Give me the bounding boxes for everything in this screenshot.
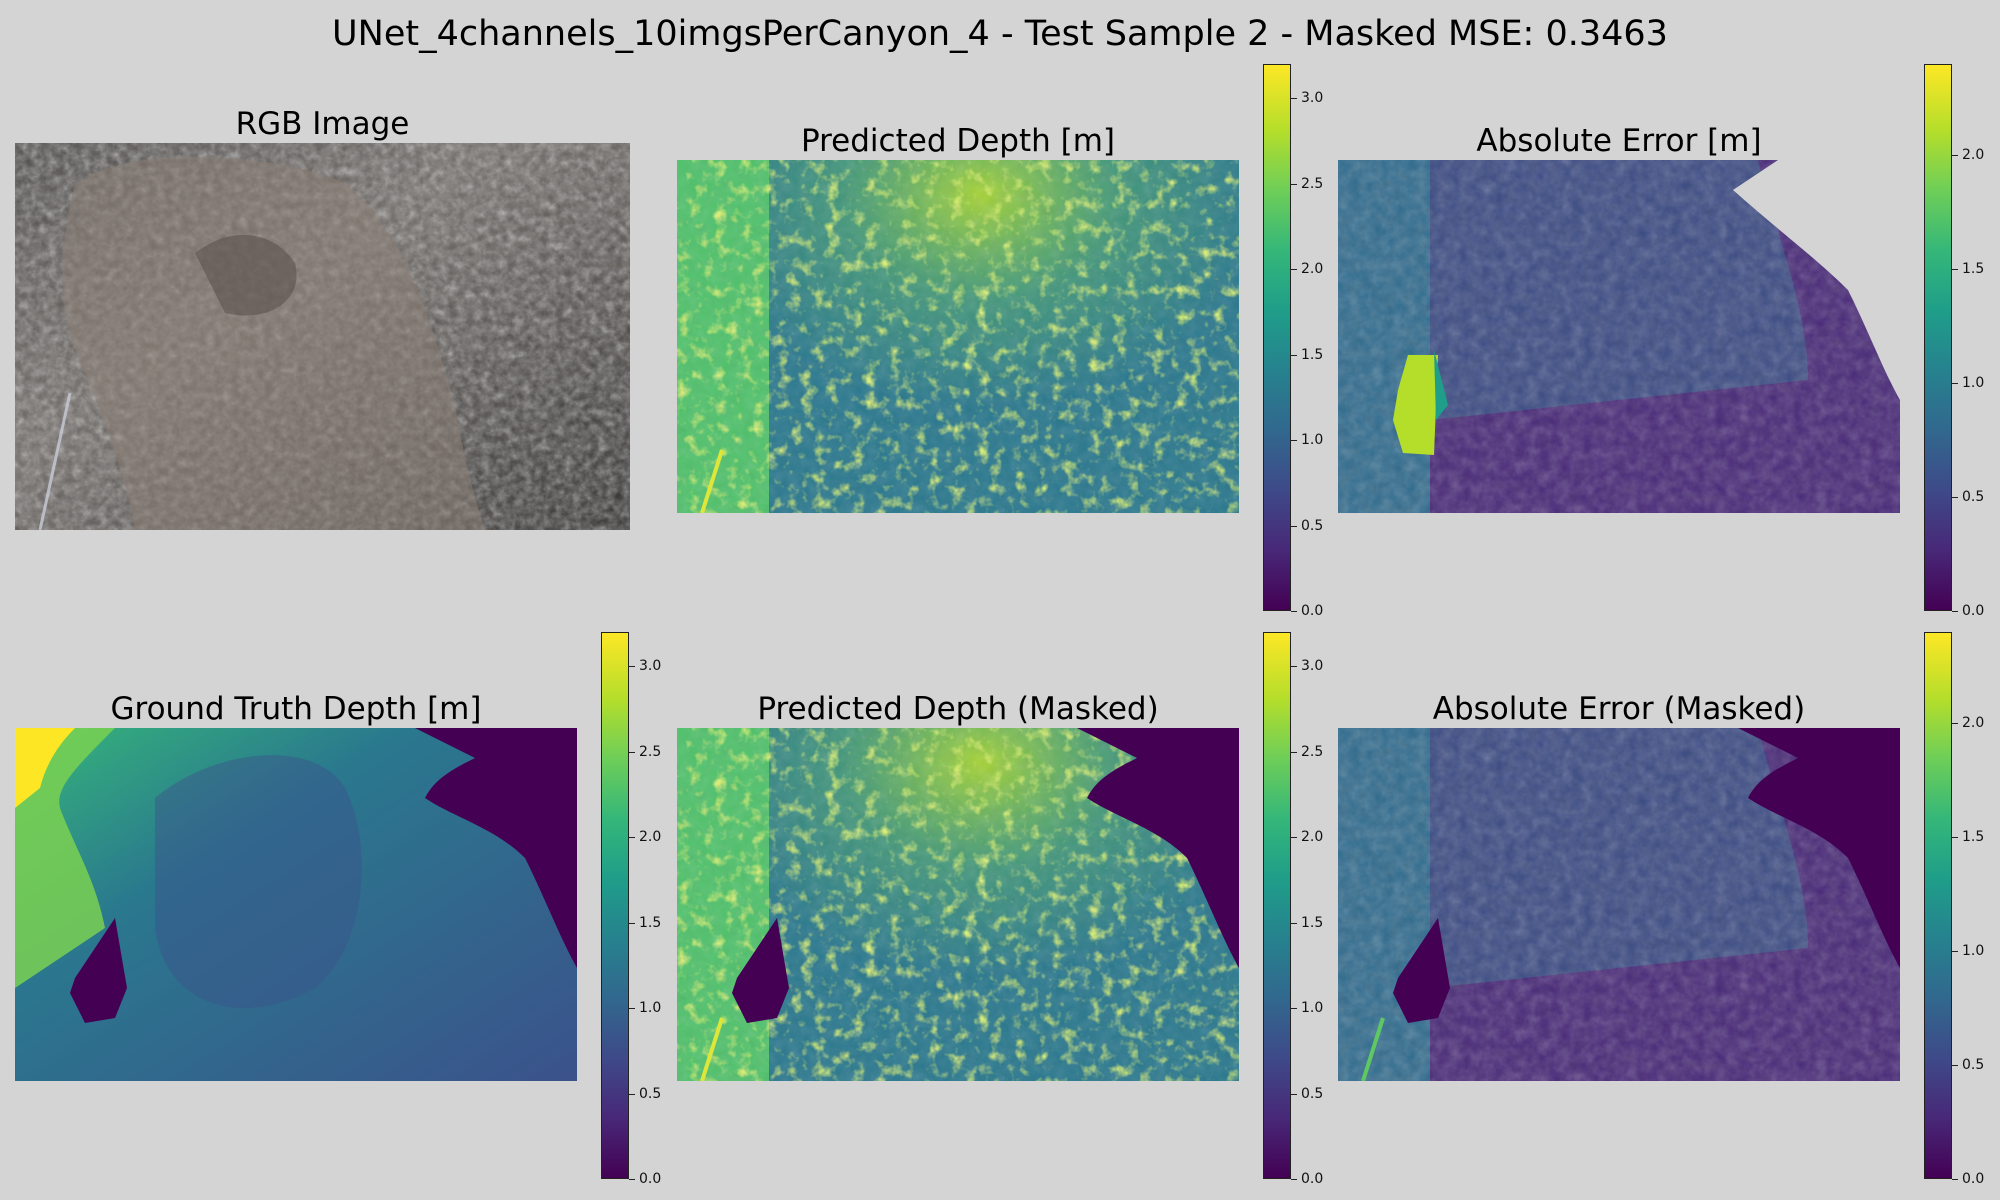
colorbar-tick-label: 0.0 [1962,1171,1985,1187]
rgb-image-panel [15,143,630,530]
colorbar-tick-label: 1.5 [1301,347,1324,363]
absolute-error-masked-colorbar [1924,632,1952,1179]
colorbar-tick-mark [1291,526,1297,527]
colorbar-tick-label: 0.5 [1301,518,1324,534]
colorbar-tick-mark [1952,1065,1958,1066]
colorbar-tick-label: 1.5 [1962,829,1985,845]
colorbar-tick-label: 1.0 [1962,943,1985,959]
colorbar-tick-label: 1.5 [639,915,662,931]
absolute-error-masked-title: Absolute Error (Masked) [1432,691,1806,727]
colorbar-tick-label: 2.0 [639,829,662,845]
colorbar-tick-label: 1.0 [1962,375,1985,391]
predicted-depth-title: Predicted Depth [m] [800,123,1116,159]
colorbar-tick-mark [1291,752,1297,753]
colorbar-tick-label: 2.0 [1962,147,1985,163]
colorbar-tick-label: 1.0 [639,1000,662,1016]
colorbar-tick-mark [629,1094,635,1095]
colorbar-tick-mark [1291,440,1297,441]
colorbar-tick-mark [1291,355,1297,356]
colorbar-tick-mark [629,752,635,753]
colorbar-tick-label: 0.5 [639,1086,662,1102]
colorbar-tick-mark [1952,1179,1958,1180]
colorbar-tick-label: 2.5 [1301,744,1324,760]
colorbar-tick-label: 0.5 [1962,1057,1985,1073]
absolute-error-title: Absolute Error [m] [1476,123,1762,159]
colorbar-tick-label: 1.0 [1301,1000,1324,1016]
colorbar-tick-label: 0.0 [1301,1171,1324,1187]
colorbar-tick-mark [629,837,635,838]
predicted-depth-heatmap [677,160,1239,513]
colorbar-tick-label: 3.0 [1301,658,1324,674]
colorbar-tick-mark [1291,184,1297,185]
absolute-error-heatmap [1338,160,1900,513]
predicted-depth-masked-title: Predicted Depth (Masked) [757,691,1159,727]
colorbar-tick-mark [1291,98,1297,99]
colorbar-tick-label: 3.0 [639,658,662,674]
colorbar-tick-label: 0.0 [1962,603,1985,619]
colorbar-tick-mark [629,1008,635,1009]
colorbar-tick-mark [1952,497,1958,498]
colorbar-tick-label: 0.5 [1301,1086,1324,1102]
absolute-error-masked-heatmap [1338,728,1900,1081]
colorbar-tick-mark [629,666,635,667]
colorbar-tick-mark [629,1179,635,1180]
colorbar-tick-label: 1.0 [1301,432,1324,448]
colorbar-tick-label: 1.5 [1962,261,1985,277]
colorbar-tick-mark [1291,1008,1297,1009]
colorbar-tick-mark [1291,1179,1297,1180]
colorbar-tick-mark [1291,923,1297,924]
colorbar-tick-mark [1291,611,1297,612]
colorbar-tick-label: 0.0 [639,1171,662,1187]
colorbar-tick-label: 2.0 [1301,829,1324,845]
ground-truth-heatmap [15,728,577,1081]
colorbar-tick-mark [1952,155,1958,156]
colorbar-tick-mark [1291,837,1297,838]
ground-truth-title: Ground Truth Depth [m] [110,691,482,727]
colorbar-tick-mark [1952,269,1958,270]
colorbar-tick-mark [629,923,635,924]
colorbar-tick-label: 3.0 [1301,90,1324,106]
colorbar-tick-mark [1952,837,1958,838]
colorbar-tick-mark [1291,666,1297,667]
colorbar-tick-mark [1952,723,1958,724]
colorbar-tick-label: 0.0 [1301,603,1324,619]
rgb-image-title: RGB Image [235,106,410,142]
colorbar-tick-mark [1291,269,1297,270]
figure-title: UNet_4channels_10imgsPerCanyon_4 - Test … [332,14,1668,54]
predicted-depth-masked-colorbar [1263,632,1291,1179]
colorbar-tick-label: 2.5 [1301,176,1324,192]
predicted-depth-colorbar [1263,64,1291,611]
colorbar-tick-label: 1.5 [1301,915,1324,931]
ground-truth-colorbar [601,632,629,1179]
colorbar-tick-label: 2.0 [1962,715,1985,731]
colorbar-tick-mark [1952,383,1958,384]
absolute-error-colorbar [1924,64,1952,611]
colorbar-tick-label: 2.0 [1301,261,1324,277]
colorbar-tick-label: 2.5 [639,744,662,760]
predicted-depth-masked-heatmap [677,728,1239,1081]
colorbar-tick-label: 0.5 [1962,489,1985,505]
colorbar-tick-mark [1952,951,1958,952]
colorbar-tick-mark [1291,1094,1297,1095]
colorbar-tick-mark [1952,611,1958,612]
